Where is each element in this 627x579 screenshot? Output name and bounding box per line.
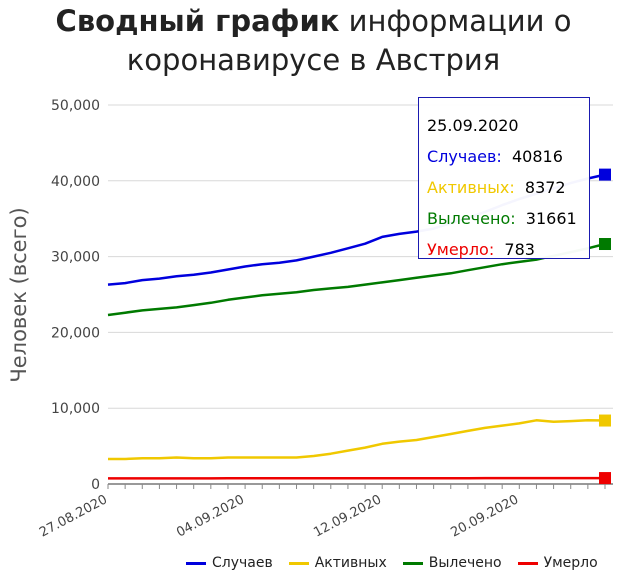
legend-label-recovered: Вылечено <box>428 555 502 571</box>
legend-swatch-recovered <box>402 561 423 565</box>
y-tick-label: 50,000 <box>51 98 100 114</box>
chart-title: Сводный график информации о коронавирусе… <box>0 2 627 80</box>
tooltip-cases-label: Случаев: <box>427 147 502 166</box>
x-tick-label: 04.09.2020 <box>174 492 247 540</box>
tooltip-cases-value: 40816 <box>511 147 563 166</box>
series-end-marker-3 <box>599 472 611 485</box>
tooltip-deaths-value: 783 <box>504 240 535 259</box>
x-tick-label: 20.09.2020 <box>448 492 521 540</box>
y-tick-label: 0 <box>91 477 100 493</box>
x-tick-label: 12.09.2020 <box>311 492 384 540</box>
tooltip-deaths-label: Умерло: <box>427 240 495 259</box>
legend-swatch-active <box>288 561 309 565</box>
legend-label-deaths: Умерло <box>543 555 598 571</box>
legend-item-cases[interactable]: Случаев <box>186 555 273 571</box>
tooltip-recovered-label: Вылечено: <box>427 209 516 228</box>
x-tick-label: 27.08.2020 <box>37 492 110 540</box>
y-tick-label: 30,000 <box>51 250 100 266</box>
y-tick-label: 20,000 <box>51 325 100 341</box>
chart-title-bold: Сводный график <box>55 4 340 38</box>
legend-swatch-deaths <box>517 561 538 565</box>
series-end-marker-1 <box>599 414 611 427</box>
tooltip-row-deaths: Умерло: 783 <box>427 234 589 265</box>
y-tick-label: 40,000 <box>51 174 100 190</box>
legend-label-cases: Случаев <box>212 555 273 571</box>
series-end-marker-0 <box>599 168 611 181</box>
chart-title-rest: информации о коронавирусе в Австрия <box>126 4 572 77</box>
tooltip-active-value: 8372 <box>524 178 566 197</box>
tooltip-row-active: Активных: 8372 <box>427 172 589 203</box>
legend-item-recovered[interactable]: Вылечено <box>402 555 502 571</box>
series-line-2 <box>107 242 606 317</box>
hover-tooltip: 25.09.2020 Случаев: 40816 Активных: 8372… <box>418 97 590 259</box>
tooltip-recovered-value: 31661 <box>525 209 577 228</box>
tooltip-date: 25.09.2020 <box>427 116 519 135</box>
legend-item-active[interactable]: Активных <box>288 555 387 571</box>
series-line-1 <box>108 419 606 461</box>
legend-label-active: Активных <box>314 555 387 571</box>
series-end-marker-2 <box>599 238 611 251</box>
legend-swatch-cases <box>186 561 206 565</box>
tooltip-row-recovered: Вылечено: 31661 <box>427 203 589 234</box>
y-axis-title: Человек (всего) <box>7 207 31 382</box>
y-tick-label: 10,000 <box>51 401 100 417</box>
legend-item-deaths[interactable]: Умерло <box>517 555 598 571</box>
tooltip-active-label: Активных: <box>427 178 515 197</box>
tooltip-row-cases: Случаев: 40816 <box>427 141 589 172</box>
chart-legend: Случаев Активных Вылечено Умерло <box>186 555 598 571</box>
